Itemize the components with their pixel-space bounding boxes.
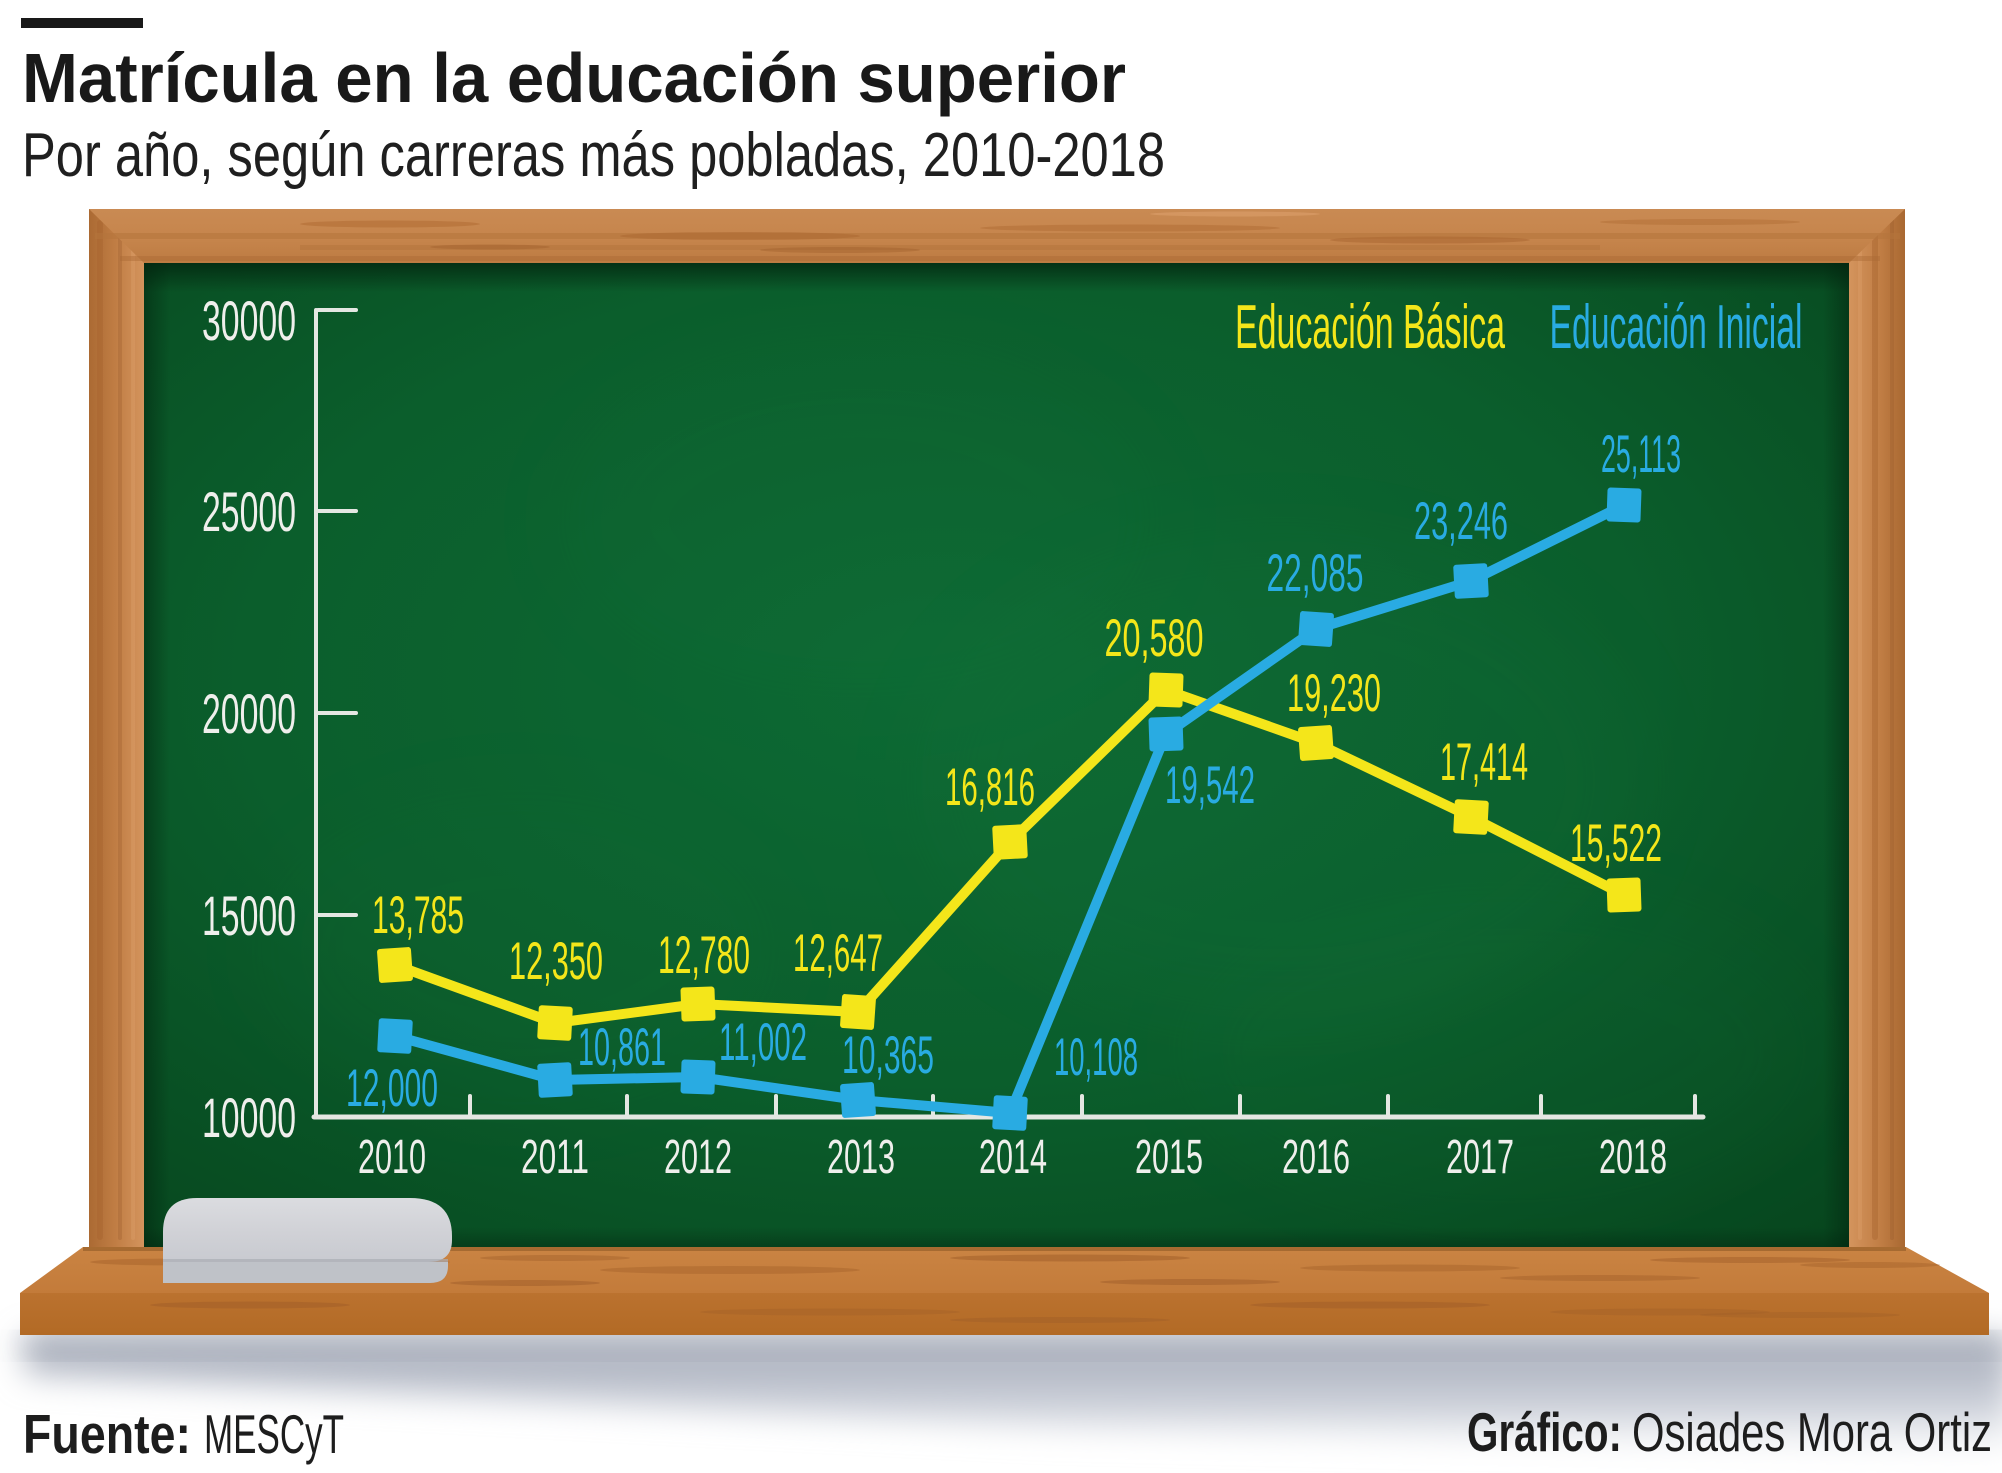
svg-text:19,230: 19,230 <box>1287 664 1381 723</box>
svg-text:2012: 2012 <box>664 1131 732 1184</box>
svg-text:20000: 20000 <box>202 682 296 745</box>
svg-text:20,580: 20,580 <box>1105 609 1204 668</box>
svg-text:MESCyT: MESCyT <box>204 1403 344 1465</box>
svg-text:17,414: 17,414 <box>1440 733 1528 792</box>
svg-text:23,246: 23,246 <box>1414 492 1508 551</box>
svg-text:2011: 2011 <box>521 1131 589 1184</box>
svg-text:13,785: 13,785 <box>372 886 464 945</box>
svg-text:10,365: 10,365 <box>842 1026 934 1085</box>
svg-text:22,085: 22,085 <box>1267 544 1364 603</box>
svg-text:10,108: 10,108 <box>1054 1028 1138 1087</box>
svg-text:10,861: 10,861 <box>578 1018 666 1077</box>
svg-text:12,780: 12,780 <box>658 926 750 985</box>
svg-text:2017: 2017 <box>1446 1131 1514 1184</box>
svg-text:2015: 2015 <box>1135 1131 1203 1184</box>
svg-text:11,002: 11,002 <box>719 1013 807 1072</box>
svg-text:Gráfico:: Gráfico: <box>1467 1401 1622 1463</box>
svg-text:12,350: 12,350 <box>509 932 603 991</box>
svg-text:25,113: 25,113 <box>1601 425 1681 484</box>
svg-text:30000: 30000 <box>202 289 296 352</box>
svg-text:Educación Inicial: Educación Inicial <box>1550 293 1803 362</box>
svg-text:10000: 10000 <box>202 1086 296 1149</box>
svg-text:Fuente:: Fuente: <box>23 1403 191 1465</box>
svg-text:Educación Básica: Educación Básica <box>1235 293 1505 362</box>
svg-text:19,542: 19,542 <box>1165 756 1255 815</box>
svg-text:16,816: 16,816 <box>945 758 1035 817</box>
svg-text:Por año, según carreras más po: Por año, según carreras más pobladas, 20… <box>22 121 1165 190</box>
svg-text:2010: 2010 <box>358 1131 426 1184</box>
svg-text:25000: 25000 <box>202 480 296 543</box>
svg-text:15000: 15000 <box>202 884 296 947</box>
svg-text:2018: 2018 <box>1599 1131 1667 1184</box>
svg-text:15,522: 15,522 <box>1570 814 1662 873</box>
svg-text:12,647: 12,647 <box>793 924 883 983</box>
svg-text:2014: 2014 <box>979 1131 1047 1184</box>
svg-text:12,000: 12,000 <box>346 1059 438 1118</box>
svg-text:2016: 2016 <box>1282 1131 1350 1184</box>
svg-text:Osiades Mora Ortiz: Osiades Mora Ortiz <box>1632 1401 1992 1463</box>
svg-text:Matrícula en la educación supe: Matrícula en la educación superior <box>22 39 1126 117</box>
svg-text:2013: 2013 <box>827 1131 895 1184</box>
